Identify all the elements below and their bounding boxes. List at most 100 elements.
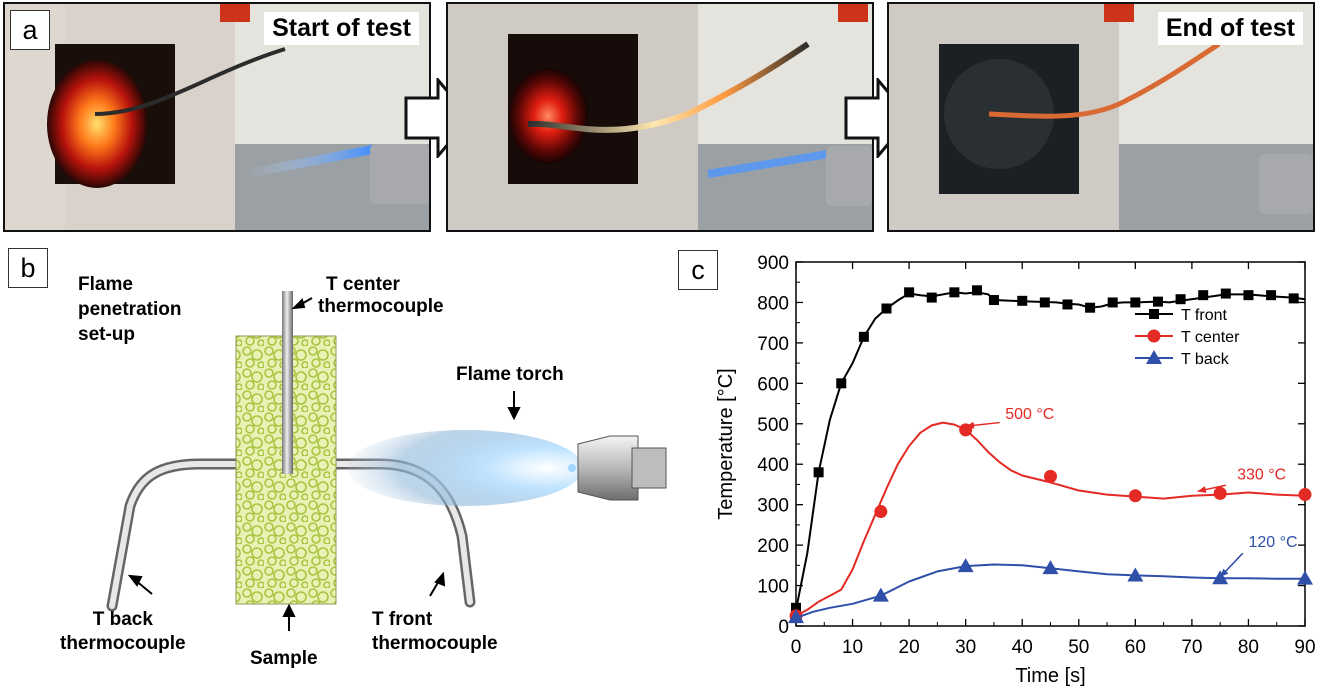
x-tick-label: 40 xyxy=(1012,637,1033,658)
data-point-square xyxy=(1085,302,1096,313)
photo-mid-test xyxy=(446,2,874,232)
label-line: T center xyxy=(326,274,400,295)
legend-label: T back xyxy=(1181,351,1230,368)
x-axis-label: Time [s] xyxy=(1015,665,1085,687)
data-point-square xyxy=(988,295,999,306)
data-point-square xyxy=(1017,295,1028,306)
annotation-label: 120 °C xyxy=(1248,534,1297,551)
annotation-arrowhead xyxy=(1197,486,1207,494)
setup-title-line: penetration xyxy=(78,299,182,320)
x-tick-label: 0 xyxy=(791,637,802,658)
panel-letter-c: c xyxy=(678,250,718,290)
data-point-square xyxy=(791,602,801,613)
setup-title-line: set-up xyxy=(78,324,135,345)
annotation-arrowhead xyxy=(965,421,975,429)
y-tick-label: 300 xyxy=(757,496,789,517)
flame-cone xyxy=(347,430,583,506)
data-point-square xyxy=(1220,288,1231,299)
data-point-circle xyxy=(1128,489,1142,503)
photo-start-of-test: Start of test xyxy=(3,2,431,232)
x-tick-label: 80 xyxy=(1238,637,1259,658)
data-point-square xyxy=(926,292,937,303)
data-point-square xyxy=(949,287,960,298)
data-point-circle xyxy=(874,505,888,519)
t-back-thermocouple xyxy=(106,458,242,612)
data-point-square xyxy=(1243,290,1254,301)
data-point-triangle xyxy=(872,587,889,602)
label-line: thermocouple xyxy=(318,296,444,317)
setup-title: Flame penetration set-up xyxy=(78,272,181,347)
temperature-chart: 0 10 20 30 40 50 60 70 80 90010020030040050060070… xyxy=(715,253,1316,687)
photo-label-start: Start of test xyxy=(264,12,419,45)
sample-label: Sample xyxy=(250,648,318,669)
x-tick-label: 90 xyxy=(1294,637,1315,658)
data-point-square xyxy=(1062,299,1073,310)
x-tick-label: 10 xyxy=(842,637,863,658)
data-point-square xyxy=(881,303,892,314)
y-tick-label: 100 xyxy=(757,577,789,598)
data-point-triangle xyxy=(1127,567,1144,582)
panel-letter-a: a xyxy=(10,10,50,50)
t-front-label: T front thermocouple xyxy=(372,608,498,656)
t-center-thermocouple xyxy=(282,291,293,474)
data-point-square xyxy=(1039,297,1050,308)
x-tick-label: 70 xyxy=(1181,637,1202,658)
flame-torch-label: Flame torch xyxy=(456,364,564,385)
data-point-triangle xyxy=(957,558,974,573)
y-tick-label: 500 xyxy=(757,415,789,436)
setup-title-line: Flame xyxy=(78,274,133,295)
data-point-circle xyxy=(1044,469,1057,483)
data-point-square xyxy=(1107,297,1118,308)
legend-label: T center xyxy=(1181,329,1240,346)
x-tick-label: 30 xyxy=(955,637,976,658)
y-tick-label: 0 xyxy=(778,617,789,638)
x-tick-label: 50 xyxy=(1068,637,1089,658)
y-tick-label: 200 xyxy=(757,536,789,557)
data-point-square xyxy=(813,467,824,478)
data-point-triangle xyxy=(1297,570,1313,585)
photo-label-end: End of test xyxy=(1157,12,1303,45)
data-point-square xyxy=(1130,297,1141,308)
y-tick-label: 800 xyxy=(757,293,789,314)
label-line: thermocouple xyxy=(372,633,498,654)
data-point-triangle xyxy=(788,609,804,624)
t-back-label: T back thermocouple xyxy=(60,608,186,656)
x-tick-label: 60 xyxy=(1125,637,1146,658)
x-tick-label: 20 xyxy=(899,637,920,658)
photo-image xyxy=(448,4,872,230)
legend-marker xyxy=(1147,329,1161,343)
legend-label: T front xyxy=(1181,307,1228,324)
label-line: thermocouple xyxy=(60,633,186,654)
photo-end-of-test: End of test xyxy=(887,2,1315,232)
data-point-square xyxy=(1288,293,1299,304)
annotation-label: 500 °C xyxy=(1005,406,1054,423)
annotation-arrowhead xyxy=(1220,568,1229,578)
data-point-square xyxy=(1198,290,1209,301)
data-point-triangle xyxy=(1042,560,1059,575)
y-tick-label: 600 xyxy=(757,374,789,395)
panel-letter-b: b xyxy=(8,248,48,288)
y-tick-label: 900 xyxy=(757,253,789,274)
data-point-triangle xyxy=(1212,570,1229,585)
data-point-square xyxy=(1266,290,1277,301)
series-line-circle xyxy=(795,421,1306,617)
series-line-triangle xyxy=(795,563,1305,619)
t-center-label: T center thermocouple xyxy=(318,274,444,318)
data-point-square xyxy=(1152,296,1163,307)
data-point-square xyxy=(971,285,982,296)
series-line-square xyxy=(795,291,1306,610)
data-point-square xyxy=(836,378,847,389)
data-point-square xyxy=(904,287,915,298)
label-line: T back xyxy=(92,609,153,630)
data-point-circle xyxy=(1213,486,1227,500)
flame-torch-icon xyxy=(568,435,667,501)
y-tick-label: 700 xyxy=(757,334,789,355)
setup-diagram xyxy=(106,291,667,631)
data-point-square xyxy=(1175,294,1186,305)
legend-marker xyxy=(1149,309,1159,319)
data-point-square xyxy=(858,331,869,342)
legend-marker xyxy=(1146,350,1162,364)
y-axis-label: Temperature [°C] xyxy=(715,368,737,519)
annotation-label: 330 °C xyxy=(1237,467,1286,484)
data-point-circle xyxy=(1298,488,1312,502)
